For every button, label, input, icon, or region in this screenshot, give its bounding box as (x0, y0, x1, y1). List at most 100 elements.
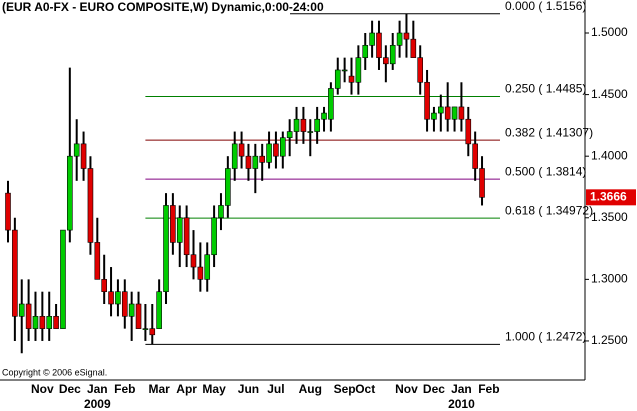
y-tick-label: 1.4000 (591, 148, 628, 162)
candle-body (472, 143, 478, 169)
x-tick-label: Jan (87, 382, 108, 396)
x-tick-label: Jan (451, 382, 472, 396)
candle-body (438, 106, 444, 114)
candle-body (46, 316, 53, 329)
candle-body (225, 168, 231, 206)
candle-body (341, 69, 348, 72)
candle-body (39, 316, 46, 329)
candle-body (238, 143, 245, 157)
candle-body (156, 291, 162, 329)
candle-body (197, 266, 204, 280)
candle-body (410, 38, 417, 58)
candle-body (293, 118, 300, 132)
candle-body (300, 118, 307, 132)
x-tick-label: Sep (334, 382, 356, 396)
x-year-label: 2009 (84, 397, 111, 411)
candle-body (431, 112, 437, 120)
candle-body (417, 57, 424, 83)
candle-body (115, 291, 121, 305)
x-tick-label: Jun (238, 382, 259, 396)
candle-body (80, 143, 87, 169)
last-price-box (586, 189, 636, 206)
candle-body (259, 155, 265, 163)
candle-body (53, 316, 59, 329)
candle-body (403, 32, 410, 40)
candle-body (204, 254, 211, 280)
candle-body (376, 32, 382, 58)
candle-body (121, 291, 128, 317)
candle-body (465, 118, 472, 145)
copyright: Copyright © 2006 eSignal. (2, 367, 107, 377)
candle-body (424, 81, 430, 120)
chart-title: (EUR A0-FX - EURO COMPOSITE,W) Dynamic,0… (2, 0, 324, 14)
candle-body (211, 217, 217, 256)
x-year-label: 2010 (448, 397, 475, 411)
x-tick-label: Feb (478, 382, 499, 396)
candle-body (5, 192, 11, 231)
y-tick-label: 1.4500 (591, 87, 628, 101)
candle-body (163, 205, 169, 292)
candle-body (73, 143, 80, 157)
candle-body (334, 69, 341, 89)
y-tick-label: 1.3500 (591, 210, 628, 224)
last-price-label: 1.3666 (590, 190, 627, 204)
candle-body (60, 229, 66, 329)
candle-body (218, 205, 224, 219)
candle-body (279, 137, 286, 157)
candle-body (369, 32, 375, 46)
candle-body (396, 32, 403, 46)
candle-body (355, 57, 362, 83)
candle-body (135, 303, 142, 329)
y-tick-label: 1.3000 (591, 272, 628, 286)
fib-label: 0.250 ( 1.4485) (505, 82, 586, 96)
candle-body (328, 88, 334, 120)
x-tick-label: Mar (148, 382, 170, 396)
candle-body (245, 155, 252, 169)
candle-body (67, 155, 73, 231)
x-tick-label: Dec (423, 382, 445, 396)
candle-body (231, 143, 238, 169)
candle-body (142, 328, 149, 330)
x-tick-label: Apr (176, 382, 197, 396)
candle-body (149, 328, 156, 336)
x-tick-label: May (202, 382, 226, 396)
candle-body (25, 303, 32, 329)
fib-label: 0.618 ( 1.34972) (505, 203, 593, 217)
candle-body (183, 217, 190, 256)
candle-body (87, 168, 94, 243)
candle-body (314, 118, 320, 132)
candle-body (94, 242, 101, 280)
candle-body (108, 291, 114, 305)
candle-body (451, 106, 458, 120)
x-tick-label: Feb (114, 382, 135, 396)
candle-body (444, 106, 451, 120)
candle-body (170, 205, 176, 243)
candle-body (252, 155, 259, 169)
candle-body (383, 57, 389, 65)
x-tick-label: Aug (299, 382, 322, 396)
x-tick-label: Oct (355, 382, 375, 396)
fib-label: 1.000 ( 1.2472) (505, 330, 586, 344)
candle-body (190, 254, 197, 268)
candle-body (307, 131, 314, 133)
y-tick-label: 1.5000 (591, 25, 628, 39)
candle-body (362, 45, 369, 58)
x-tick-label: Jul (267, 382, 284, 396)
candle-body (32, 316, 39, 329)
candle-body (176, 217, 183, 243)
candle-body (286, 131, 293, 139)
candle-body (389, 45, 396, 65)
candle-body (479, 168, 485, 198)
candle-body (321, 112, 327, 120)
x-tick-label: Nov (31, 382, 54, 396)
x-tick-label: Nov (395, 382, 418, 396)
candle-body (128, 303, 135, 317)
candle-body (18, 303, 25, 317)
candle-body (101, 279, 107, 292)
candle-body (348, 75, 355, 83)
x-tick-label: Dec (59, 382, 81, 396)
candle-body (458, 106, 465, 120)
fib-label: 0.000 ( 1.5156) (505, 0, 586, 13)
